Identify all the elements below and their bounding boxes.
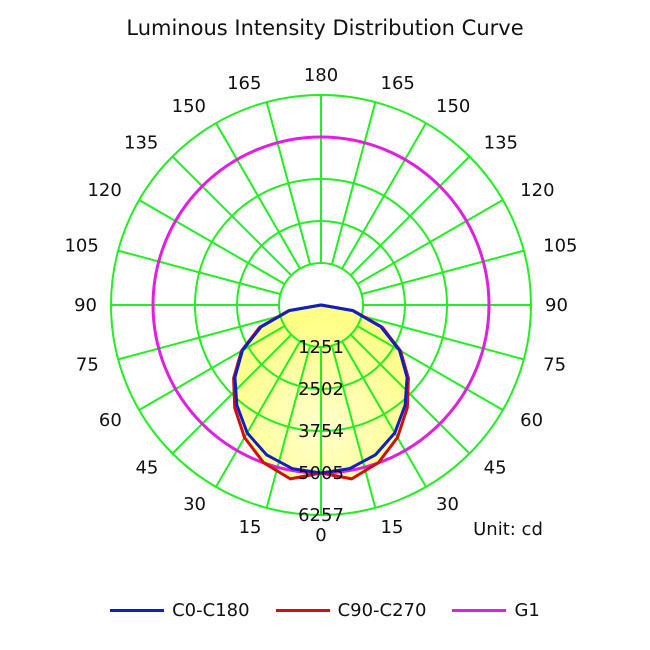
radial-label-3754: 3754 [298,421,344,442]
grid-spoke-285 [117,314,281,361]
series-c0-c180 [233,303,409,475]
legend-label-g1: G1 [514,600,540,621]
grid-spoke-210 [215,122,301,270]
grid-spoke-240 [138,199,286,285]
grid-spoke-330 [215,340,301,488]
angle-label-left-165: 165 [227,73,261,94]
angle-label-left-180: 180 [304,65,338,86]
grid-spoke-225 [171,155,293,277]
angle-label-left-120: 120 [87,180,121,201]
grid-spoke-135 [349,155,471,277]
grid-spoke-255 [117,249,281,296]
angle-label-right-45: 45 [484,458,507,479]
angle-label-right-165: 165 [381,73,415,94]
angle-label-left-60: 60 [99,410,122,431]
grid-spoke-300 [138,325,286,411]
grid-spoke-195 [265,101,312,265]
grid-spoke-120 [356,199,504,285]
legend-swatch-c0 [110,609,165,612]
angle-label-left-0: 0 [315,525,326,546]
grid-spoke-345 [265,345,312,509]
unit-label: Unit: cd [473,519,543,540]
angle-label-right-90: 90 [545,295,568,316]
angle-label-right-150: 150 [436,96,470,117]
legend-label-c0: C0-C180 [172,600,250,621]
angle-label-left-150: 150 [172,96,206,117]
angle-label-left-90: 90 [74,295,97,316]
grid-spoke-30 [341,340,427,488]
angle-label-right-75: 75 [543,355,566,376]
radial-label-2502: 2502 [298,379,344,400]
angle-label-left-75: 75 [76,355,99,376]
angle-label-right-60: 60 [520,410,543,431]
legend-item-g1: G1 [452,600,540,621]
grid-spoke-75 [361,314,525,361]
angle-label-right-30: 30 [436,494,459,515]
legend-item-c90: C90-C270 [275,600,427,621]
grid-spoke-60 [356,325,504,411]
legend-swatch-g1 [452,609,507,612]
grid-spoke-15 [330,345,377,509]
grid-spoke-150 [341,122,427,270]
angle-label-right-135: 135 [484,132,518,153]
angle-label-left-30: 30 [183,494,206,515]
grid-spoke-45 [349,333,471,455]
angle-label-right-105: 105 [543,235,577,256]
angle-label-right-120: 120 [520,180,554,201]
chart-title: Luminous Intensity Distribution Curve [126,16,524,40]
grid-spoke-315 [171,333,293,455]
angle-label-right-15: 15 [381,517,404,538]
radial-label-1251: 1251 [298,337,344,358]
radial-label-6257: 6257 [298,505,344,526]
legend: C0-C180 C90-C270 G1 [0,600,650,621]
legend-item-c0: C0-C180 [110,600,250,621]
radial-label-5005: 5005 [298,463,344,484]
angle-label-left-15: 15 [239,517,262,538]
angle-label-left-45: 45 [135,458,158,479]
legend-swatch-c90 [275,609,330,612]
grid-spoke-105 [361,249,525,296]
grid-spoke-165 [330,101,377,265]
angle-label-left-135: 135 [124,132,158,153]
angle-label-left-105: 105 [64,235,98,256]
legend-label-c90: C90-C270 [337,600,427,621]
